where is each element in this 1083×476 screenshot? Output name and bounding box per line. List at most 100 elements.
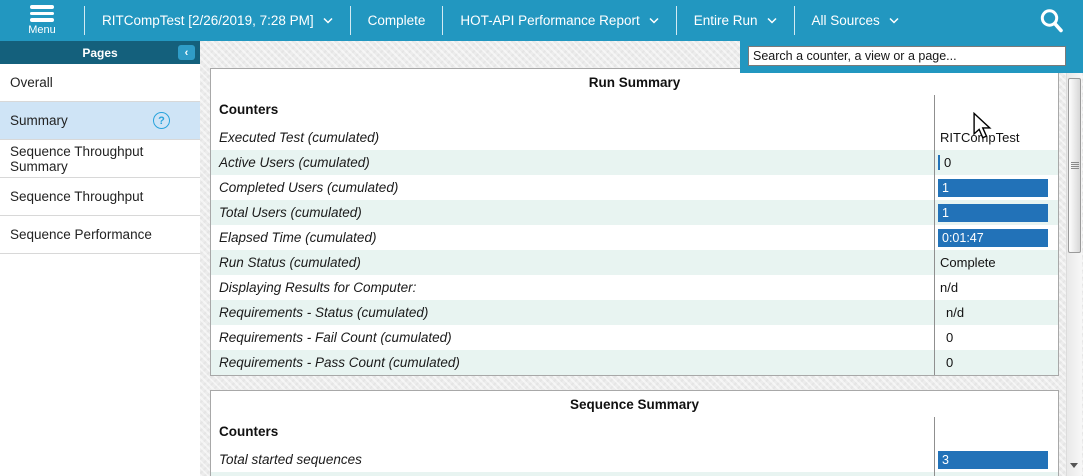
chevron-down-icon	[323, 17, 333, 24]
topbar-separator	[84, 6, 85, 35]
sidebar-item-summary[interactable]: Summary?	[0, 102, 200, 140]
scrollbar-down-button[interactable]	[1070, 463, 1078, 468]
sequence-summary-panel: Sequence Summary Counters Total started …	[210, 390, 1059, 476]
topbar-item-label: Entire Run	[693, 13, 758, 28]
run-summary-row: Displaying Results for Computer: n/d	[211, 275, 1058, 300]
topbar-separator	[675, 6, 677, 35]
topbar-item-run-selector[interactable]: RITCompTest [2/26/2019, 7:28 PM]	[85, 0, 350, 41]
counter-value: 3	[934, 447, 1058, 472]
topbar-item-report-selector[interactable]: HOT-API Performance Report	[443, 0, 675, 41]
sidebar-items: Overall Summary? Sequence Throughput Summa…	[0, 64, 200, 254]
value-text: Complete	[940, 255, 996, 270]
topbar-item-label: Complete	[367, 13, 426, 28]
run-summary-row: Completed Users (cumulated) 1	[211, 175, 1058, 200]
run-summary-title: Run Summary	[588, 75, 681, 90]
hamburger-icon	[30, 5, 54, 22]
value-text: 0	[946, 330, 954, 345]
sequence-summary-row: Total started sequences 3	[211, 447, 1058, 472]
topbar-separator	[442, 6, 444, 35]
counter-value: 1	[934, 200, 1058, 225]
search-input[interactable]	[748, 46, 1066, 66]
pages-sidebar-title: Pages	[82, 45, 118, 60]
counter-value: RITCompTest	[934, 125, 1058, 150]
counter-value: 0	[934, 325, 1058, 350]
counter-label: Total started sequences	[219, 452, 362, 467]
run-summary-panel: Run Summary Counters Executed Test (cumu…	[210, 68, 1059, 376]
topbar-separator	[349, 6, 351, 35]
counter-label: Executed Test (cumulated)	[219, 130, 380, 145]
counter-value: n/d	[934, 275, 1058, 300]
counter-label: Active Users (cumulated)	[219, 155, 370, 170]
counters-column-header: Counters	[219, 424, 279, 439]
chevron-down-icon	[766, 17, 777, 24]
sequence-summary-title: Sequence Summary	[569, 397, 700, 412]
counter-label: Requirements - Fail Count (cumulated)	[219, 330, 452, 345]
counter-value: 0:01:47	[934, 225, 1058, 250]
value-text: n/d	[940, 280, 959, 295]
value-bar	[938, 155, 940, 170]
counter-label: Elapsed Time (cumulated)	[219, 230, 377, 245]
topbar: Menu RITCompTest [2/26/2019, 7:28 PM] Com…	[0, 0, 1083, 41]
menu-button-label: Menu	[28, 23, 56, 36]
value-text: 0	[946, 355, 954, 370]
value-text: RITCompTest	[940, 130, 1020, 145]
value-bar: 0:01:47	[938, 228, 1048, 247]
vertical-scrollbar[interactable]	[1066, 73, 1082, 476]
collapse-sidebar-button[interactable]: ‹	[178, 45, 195, 60]
help-icon[interactable]: ?	[153, 112, 170, 129]
value-text: 0	[944, 155, 952, 170]
counter-value: 1	[934, 175, 1058, 200]
run-summary-row: Requirements - Status (cumulated) n/d	[211, 300, 1058, 325]
counter-label: Requirements - Pass Count (cumulated)	[219, 355, 460, 370]
counter-value: 0	[934, 150, 1058, 175]
topbar-items: RITCompTest [2/26/2019, 7:28 PM] Complete…	[84, 0, 916, 41]
value-bar: 1	[938, 203, 1048, 222]
chevron-down-icon	[889, 17, 899, 24]
counter-label: Displaying Results for Computer:	[219, 280, 417, 295]
sequence-summary-rows: Total started sequences 3	[211, 447, 1058, 472]
topbar-item-sources-selector[interactable]: All Sources	[795, 0, 916, 41]
counter-value: Complete	[934, 250, 1058, 275]
run-summary-row: Elapsed Time (cumulated) 0:01:47	[211, 225, 1058, 250]
value-text: n/d	[946, 305, 965, 320]
run-summary-row: Active Users (cumulated) 0	[211, 150, 1058, 175]
topbar-item-label: All Sources	[811, 13, 880, 28]
chevron-down-icon	[649, 17, 659, 24]
run-summary-rows: Executed Test (cumulated) RITCompTest Acti…	[211, 125, 1058, 375]
run-summary-row: Executed Test (cumulated) RITCompTest	[211, 125, 1058, 150]
run-summary-row: Run Status (cumulated) Complete	[211, 250, 1058, 275]
menu-button[interactable]: Menu	[0, 0, 84, 41]
topbar-item-run-status[interactable]: Complete	[351, 0, 443, 41]
counter-label: Completed Users (cumulated)	[219, 180, 399, 195]
scrollbar-thumb[interactable]	[1068, 78, 1081, 253]
sidebar-item-sequence-throughput-summary[interactable]: Sequence Throughput Summary	[0, 140, 200, 178]
sidebar-item-sequence-performance[interactable]: Sequence Performance	[0, 216, 200, 254]
value-column-header	[934, 95, 1058, 125]
sidebar-item-label: Summary	[10, 113, 68, 128]
value-column-header	[934, 417, 1058, 447]
run-summary-row: Requirements - Fail Count (cumulated) 0	[211, 325, 1058, 350]
counter-label: Requirements - Status (cumulated)	[219, 305, 429, 320]
sidebar-item-label: Overall	[10, 75, 53, 90]
value-bar: 1	[938, 178, 1048, 197]
scrollbar-grip-icon	[1071, 161, 1079, 170]
counter-label: Total Users (cumulated)	[219, 205, 362, 220]
sidebar-item-overall[interactable]: Overall	[0, 64, 200, 102]
search-icon[interactable]	[1021, 0, 1083, 41]
sidebar-item-label: Sequence Throughput	[10, 189, 144, 204]
counter-value: n/d	[934, 300, 1058, 325]
table-row	[211, 472, 1058, 476]
pages-sidebar: Pages ‹ Overall Summary? Sequence Throughp…	[0, 41, 200, 476]
sequence-summary-header-row: Counters	[211, 417, 1058, 447]
pages-sidebar-header: Pages ‹	[0, 41, 200, 64]
counter-value: 0	[934, 350, 1058, 375]
topbar-separator	[793, 6, 795, 35]
search-strip	[740, 41, 1083, 73]
value-bar: 3	[938, 450, 1048, 469]
sidebar-item-label: Sequence Throughput Summary	[10, 143, 144, 174]
counter-label: Run Status (cumulated)	[219, 255, 361, 270]
topbar-item-time-range-selector[interactable]: Entire Run	[677, 0, 794, 41]
sidebar-item-label: Sequence Performance	[10, 227, 152, 242]
sidebar-item-sequence-throughput[interactable]: Sequence Throughput	[0, 178, 200, 216]
